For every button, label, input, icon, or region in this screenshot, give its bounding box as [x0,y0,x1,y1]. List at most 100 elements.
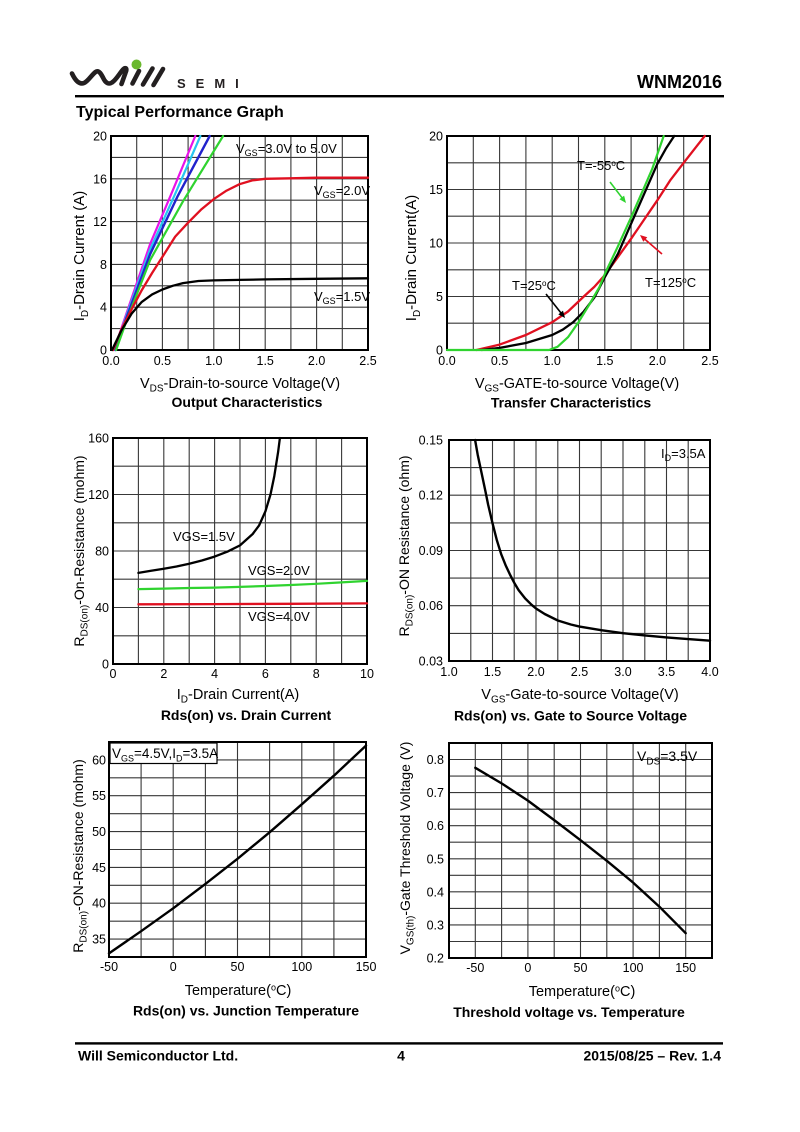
svg-text:0.09: 0.09 [419,544,443,558]
svg-text:4.0: 4.0 [701,665,718,679]
svg-text:8: 8 [100,258,107,272]
svg-text:0.5: 0.5 [491,354,508,368]
svg-text:VGS=4.5V,ID=3.5A: VGS=4.5V,ID=3.5A [112,746,218,763]
svg-text:60: 60 [92,753,106,767]
svg-text:Rds(on) vs. Junction Temperatu: Rds(on) vs. Junction Temperature [133,1003,359,1019]
svg-text:2.5: 2.5 [571,665,588,679]
svg-text:T=125oC: T=125oC [645,275,696,290]
svg-text:VGS=2.0V: VGS=2.0V [248,563,310,578]
svg-text:3.5: 3.5 [658,665,675,679]
svg-text:55: 55 [92,789,106,803]
svg-text:VDS=3.5V: VDS=3.5V [637,748,698,768]
svg-text:40: 40 [92,897,106,911]
svg-text:ID-Drain Current (A): ID-Drain Current (A) [71,191,91,322]
svg-text:0: 0 [436,344,443,358]
svg-text:0.06: 0.06 [419,599,443,613]
svg-text:1.5: 1.5 [484,665,501,679]
svg-text:Rds(on) vs. Drain Current: Rds(on) vs. Drain Current [161,707,332,723]
svg-text:RDS(on)-ON Resistance (ohm): RDS(on)-ON Resistance (ohm) [396,455,416,636]
svg-text:VGS(th)-Gate Threshold Voltage: VGS(th)-Gate Threshold Voltage (V) [397,742,417,955]
svg-text:VGS=1.5V: VGS=1.5V [173,529,235,544]
svg-text:50: 50 [574,961,588,975]
svg-text:10: 10 [429,237,443,251]
svg-text:VGS-GATE-to-source Voltage(V): VGS-GATE-to-source Voltage(V) [475,376,679,395]
svg-text:150: 150 [675,961,696,975]
svg-text:RDS(on)-On-Resistance (mohm): RDS(on)-On-Resistance (mohm) [71,455,91,646]
svg-text:0: 0 [102,658,109,672]
svg-text:0.6: 0.6 [427,819,444,833]
svg-text:0.12: 0.12 [419,489,443,503]
svg-text:Transfer Characteristics: Transfer Characteristics [491,395,652,411]
svg-text:16: 16 [93,172,107,186]
svg-text:0.15: 0.15 [419,433,443,447]
svg-text:3.0: 3.0 [614,665,631,679]
svg-text:1.0: 1.0 [440,665,457,679]
svg-text:0.5: 0.5 [427,852,444,866]
svg-text:Temperature(oC): Temperature(oC) [185,982,292,999]
svg-text:T=-55oC: T=-55oC [577,158,625,173]
svg-text:ID-Drain Current(A): ID-Drain Current(A) [403,195,423,321]
svg-text:5: 5 [436,290,443,304]
svg-text:45: 45 [92,861,106,875]
svg-text:0.0: 0.0 [438,354,455,368]
svg-text:4: 4 [211,667,218,681]
svg-text:Threshold voltage vs. Temperat: Threshold voltage vs. Temperature [453,1004,685,1020]
svg-text:VGS=1.5V: VGS=1.5V [314,289,370,306]
svg-text:Output Characteristics: Output Characteristics [172,394,323,410]
svg-text:VGS-Gate-to-source Voltage(V): VGS-Gate-to-source Voltage(V) [481,687,678,706]
svg-text:80: 80 [95,545,109,559]
svg-text:ID=3.5A: ID=3.5A [661,446,706,463]
svg-text:4: 4 [100,301,107,315]
svg-text:2.0: 2.0 [649,354,666,368]
svg-text:1.5: 1.5 [596,354,613,368]
svg-text:WNM2016: WNM2016 [637,72,722,92]
svg-text:0: 0 [100,344,107,358]
svg-text:-50: -50 [466,961,484,975]
svg-text:0.4: 0.4 [427,885,444,899]
svg-text:20: 20 [93,130,107,144]
svg-text:1.0: 1.0 [205,354,222,368]
svg-text:0.3: 0.3 [427,918,444,932]
svg-text:15: 15 [429,183,443,197]
svg-text:120: 120 [88,488,109,502]
svg-text:1.5: 1.5 [257,354,274,368]
svg-text:VGS=3.0V to 5.0V: VGS=3.0V to 5.0V [236,141,337,158]
svg-text:2.5: 2.5 [701,354,718,368]
svg-text:0.2: 0.2 [427,952,444,966]
svg-text:VDS-Drain-to-source Voltage(V): VDS-Drain-to-source Voltage(V) [140,376,340,395]
svg-text:50: 50 [92,825,106,839]
svg-text:20: 20 [429,130,443,144]
svg-text:0: 0 [170,960,177,974]
svg-text:2.5: 2.5 [359,354,376,368]
svg-text:1.0: 1.0 [544,354,561,368]
svg-text:0: 0 [110,667,117,681]
svg-text:35: 35 [92,933,106,947]
svg-text:4: 4 [397,1048,405,1064]
svg-text:12: 12 [93,215,107,229]
svg-text:2015/08/25 – Rev. 1.4: 2015/08/25 – Rev. 1.4 [583,1048,721,1064]
svg-text:RDS(on)-ON-Resistance (mohm): RDS(on)-ON-Resistance (mohm) [70,759,90,953]
svg-text:100: 100 [623,961,644,975]
svg-text:Will Semiconductor Ltd.: Will Semiconductor Ltd. [78,1048,238,1064]
svg-text:VGS=4.0V: VGS=4.0V [248,609,310,624]
svg-text:50: 50 [231,960,245,974]
svg-text:Typical Performance Graph: Typical Performance Graph [76,104,284,121]
svg-text:2: 2 [160,667,167,681]
svg-text:0: 0 [524,961,531,975]
svg-text:-50: -50 [100,960,118,974]
svg-text:0.8: 0.8 [427,753,444,767]
svg-text:150: 150 [356,960,377,974]
svg-text:100: 100 [291,960,312,974]
svg-text:SEMI: SEMI [177,76,249,91]
svg-text:160: 160 [88,432,109,446]
svg-text:2.0: 2.0 [308,354,325,368]
svg-text:ID-Drain Current(A): ID-Drain Current(A) [177,687,299,706]
svg-text:Temperature(oC): Temperature(oC) [529,983,636,1000]
svg-text:0.03: 0.03 [419,655,443,669]
svg-text:2.0: 2.0 [527,665,544,679]
svg-text:8: 8 [313,667,320,681]
svg-text:10: 10 [360,667,374,681]
svg-text:T=25oC: T=25oC [512,278,556,293]
svg-text:6: 6 [262,667,269,681]
svg-text:0.5: 0.5 [154,354,171,368]
